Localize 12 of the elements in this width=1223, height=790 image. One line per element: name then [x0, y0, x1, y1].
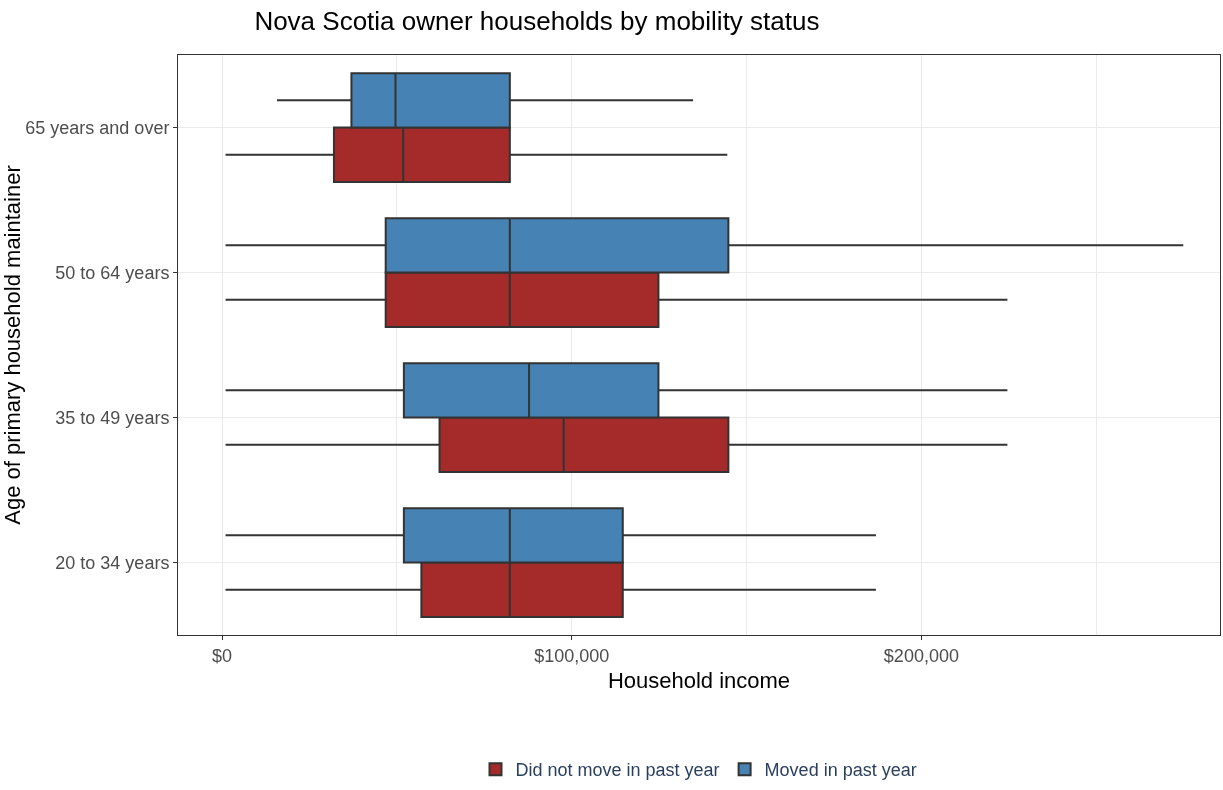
y-tick-label: 50 to 64 years — [55, 262, 170, 283]
x-tick-label: $0 — [212, 645, 233, 666]
x-tick-label: $100,000 — [534, 645, 610, 666]
y-tick-label: 35 to 49 years — [55, 407, 170, 428]
legend-label: Moved in past year — [764, 760, 917, 781]
y-axis-title: Age of primary household maintainer — [0, 165, 25, 525]
y-tick-label: 65 years and over — [25, 117, 170, 138]
chart-title: Nova Scotia owner households by mobility status — [254, 6, 820, 37]
y-tick-label: 20 to 34 years — [55, 552, 170, 573]
legend-label: Did not move in past year — [515, 760, 720, 781]
x-tick-label: $200,000 — [883, 645, 959, 666]
x-axis-title: Household income — [607, 668, 791, 694]
